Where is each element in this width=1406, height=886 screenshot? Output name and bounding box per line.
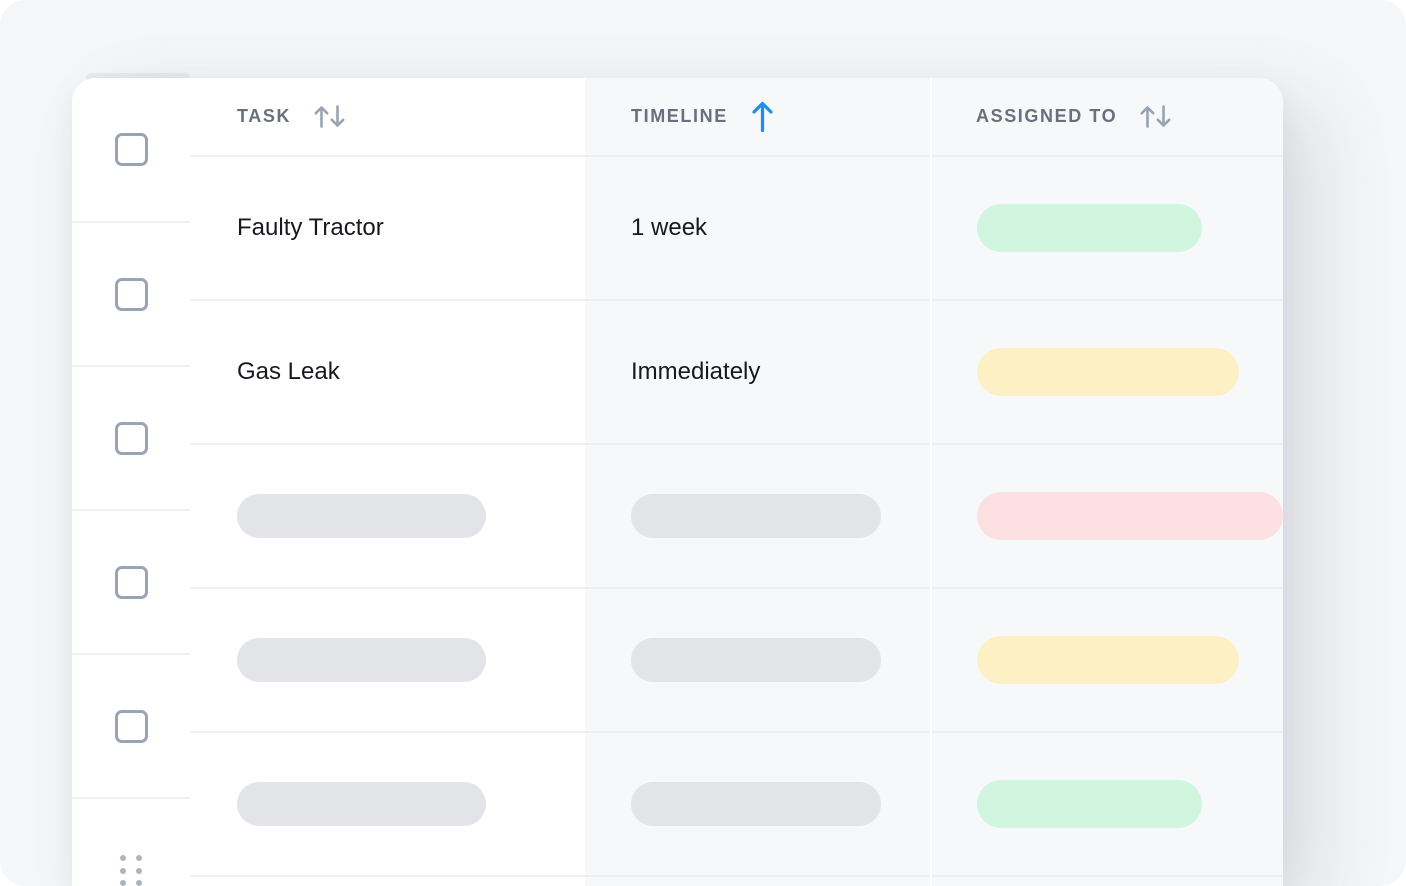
timeline-value: 1 week bbox=[631, 214, 708, 241]
placeholder-bar bbox=[631, 782, 881, 826]
row-select-cell bbox=[72, 655, 190, 799]
placeholder-bar bbox=[237, 782, 486, 826]
column-header-task[interactable]: TASK bbox=[190, 78, 585, 157]
row-select-cell bbox=[72, 223, 190, 367]
sort-ascending-icon[interactable] bbox=[749, 98, 776, 135]
assignee-pill bbox=[977, 492, 1283, 540]
task-name: Gas Leak bbox=[237, 358, 340, 385]
sort-both-icon[interactable] bbox=[312, 102, 347, 131]
table-cell-task bbox=[190, 445, 585, 589]
task-name: Faulty Tractor bbox=[237, 214, 384, 241]
column-label: TIMELINE bbox=[631, 106, 728, 126]
table-cell-assignee bbox=[932, 733, 1283, 877]
table-cell-task bbox=[190, 733, 585, 877]
column-label: TASK bbox=[237, 106, 292, 126]
row-checkbox[interactable] bbox=[114, 709, 148, 743]
timeline-value: Immediately bbox=[631, 358, 761, 385]
column-header-assigned-to[interactable]: ASSIGNED TO bbox=[932, 78, 1283, 157]
assignee-pill bbox=[977, 204, 1202, 252]
table-cell-assignee bbox=[932, 157, 1283, 301]
task-table-card: TASK Faulty Tractor Gas Leak bbox=[72, 78, 1283, 886]
placeholder-bar bbox=[631, 638, 881, 682]
row-checkbox[interactable] bbox=[114, 277, 148, 311]
row-select-cell bbox=[72, 367, 190, 511]
table-cell-timeline bbox=[585, 589, 930, 733]
column-filler bbox=[585, 877, 930, 886]
column-timeline: TIMELINE 1 week Immediately bbox=[585, 78, 930, 886]
assignee-pill bbox=[977, 636, 1239, 684]
table-cell-timeline bbox=[585, 733, 930, 877]
drag-handle-cell bbox=[72, 799, 190, 886]
table-cell-assignee bbox=[932, 589, 1283, 733]
placeholder-bar bbox=[631, 494, 881, 538]
placeholder-bar bbox=[237, 494, 486, 538]
table-cell-task: Faulty Tractor bbox=[190, 157, 585, 301]
assignee-pill bbox=[977, 780, 1202, 828]
table-cell-timeline: Immediately bbox=[585, 301, 930, 445]
sort-both-icon[interactable] bbox=[1138, 102, 1173, 131]
column-filler bbox=[932, 877, 1283, 886]
column-label: ASSIGNED TO bbox=[976, 106, 1118, 126]
column-task: TASK Faulty Tractor Gas Leak bbox=[190, 78, 585, 886]
column-header-timeline[interactable]: TIMELINE bbox=[585, 78, 930, 157]
column-filler bbox=[190, 877, 585, 886]
row-select-cell bbox=[72, 78, 190, 223]
table-cell-timeline: 1 week bbox=[585, 157, 930, 301]
row-select-cell bbox=[72, 511, 190, 655]
row-checkbox[interactable] bbox=[114, 133, 148, 166]
table-cell-assignee bbox=[932, 445, 1283, 589]
table-cell-task bbox=[190, 589, 585, 733]
placeholder-bar bbox=[237, 638, 486, 682]
row-select-gutter bbox=[72, 78, 190, 886]
row-checkbox[interactable] bbox=[114, 565, 148, 599]
assignee-pill bbox=[977, 348, 1239, 396]
drag-handle-icon[interactable] bbox=[120, 855, 142, 886]
table-cell-task: Gas Leak bbox=[190, 301, 585, 445]
column-assigned-to: ASSIGNED TO bbox=[930, 78, 1283, 886]
table-cell-timeline bbox=[585, 445, 930, 589]
row-checkbox[interactable] bbox=[114, 421, 148, 455]
table-cell-assignee bbox=[932, 301, 1283, 445]
